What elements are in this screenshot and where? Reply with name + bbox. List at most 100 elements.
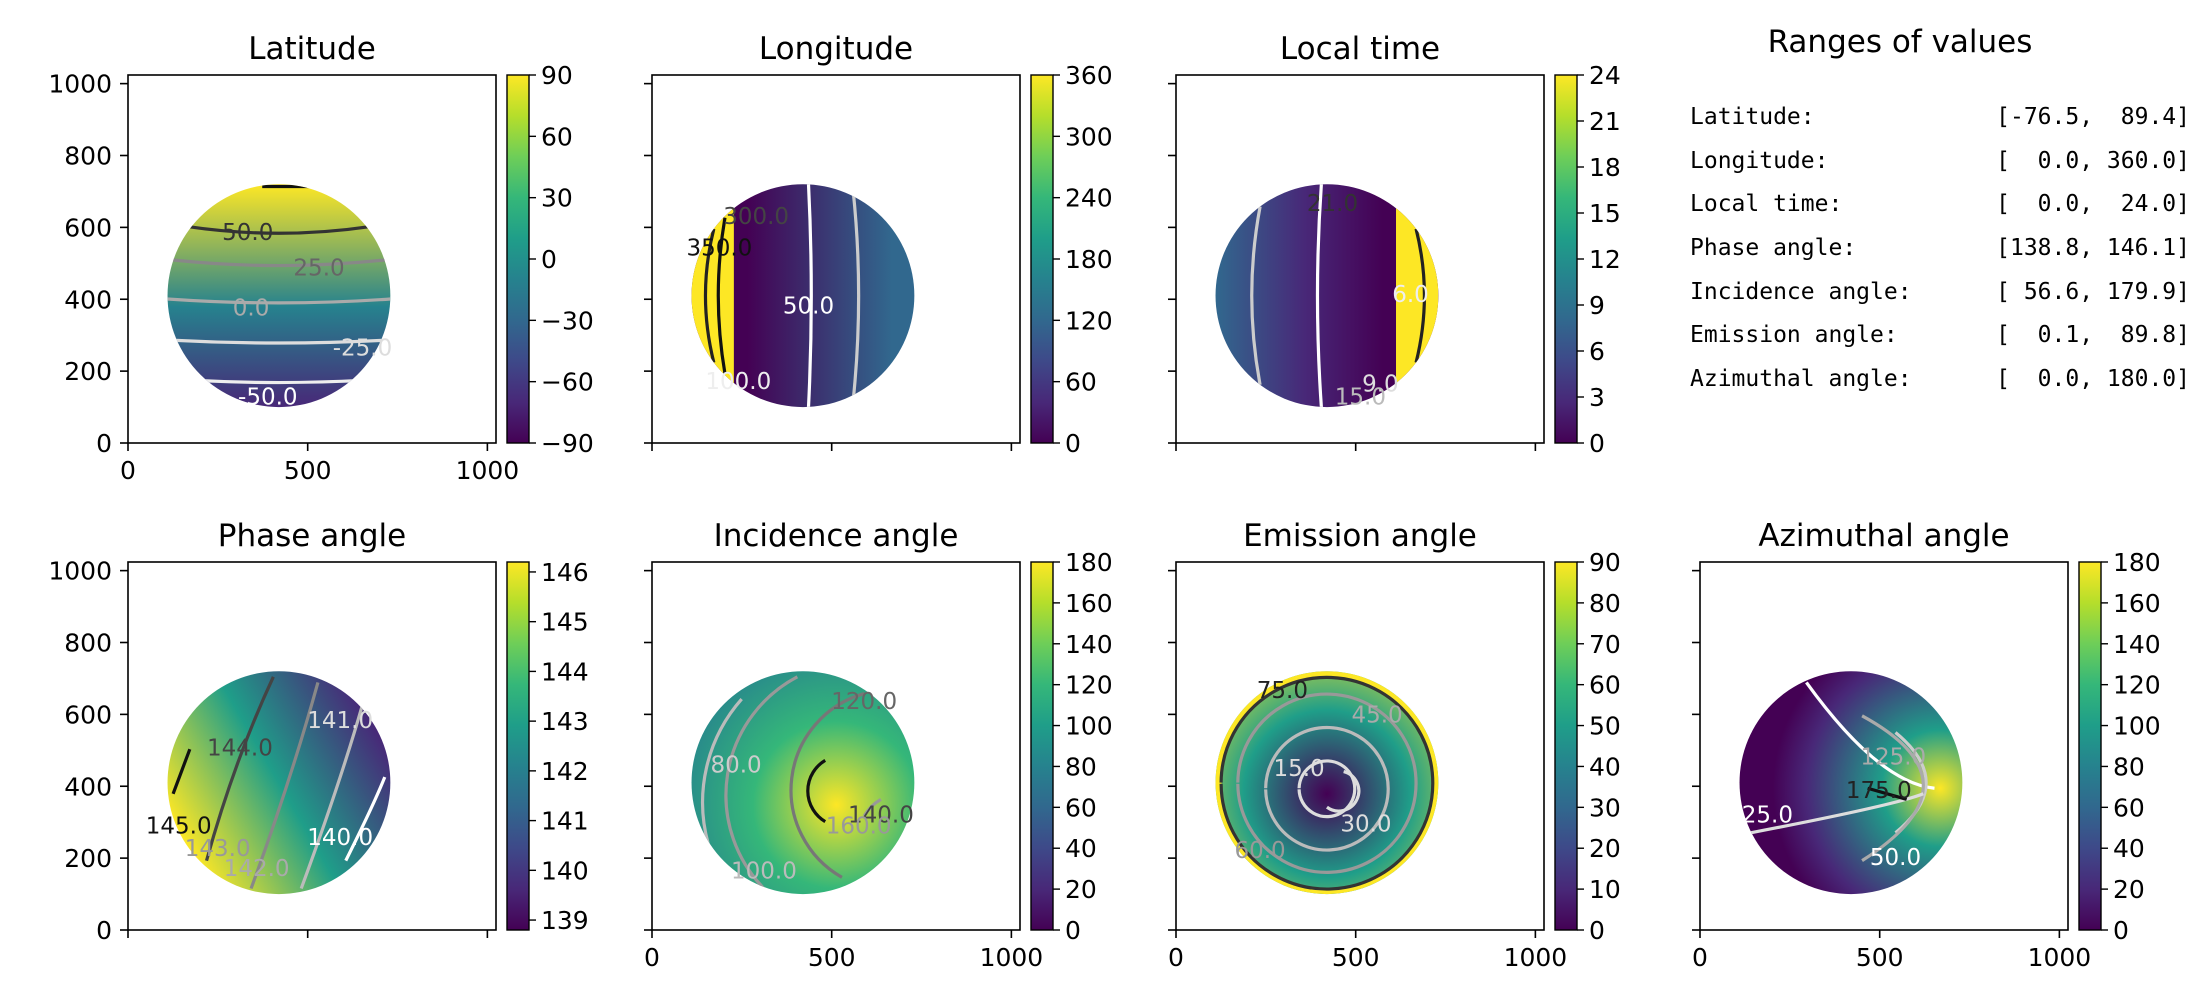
contour-label: 300.0	[723, 204, 789, 230]
contour-label: 143.0	[185, 836, 251, 862]
contour-line	[806, 759, 827, 824]
colorbar-tick-label: 90	[1589, 548, 1621, 577]
planet-disk	[1215, 184, 1439, 408]
colorbar-tick-label: 40	[2113, 834, 2145, 863]
colorbar-tick-label: 20	[2113, 875, 2145, 904]
y-tick-label: 600	[64, 700, 112, 729]
contours	[171, 676, 387, 890]
x-tick-label: 1000	[980, 943, 1044, 972]
contour-line	[299, 704, 365, 890]
range-label: Local time:	[1690, 191, 1843, 218]
contour-label: 141.0	[307, 708, 373, 734]
colorbar-tick-label: −90	[541, 429, 594, 458]
axes-frame	[651, 561, 1021, 931]
colorbar-tick-label: 0	[2113, 916, 2129, 945]
colorbar-tick-label: 60	[1065, 793, 1097, 822]
y-tick-label: 400	[64, 772, 112, 801]
range-label: Incidence angle:	[1690, 278, 1912, 305]
colorbar-tick-label: 60	[2113, 793, 2145, 822]
contour-line	[1325, 769, 1361, 813]
colorbar-tick-label: 24	[1589, 61, 1621, 90]
range-value: [ 56.6, 179.9]	[1996, 278, 2190, 305]
colorbar-tick-label: 140	[541, 856, 589, 885]
contour-label: 50.0	[783, 293, 834, 319]
contour-line	[1250, 206, 1262, 386]
contours	[1215, 671, 1439, 895]
x-tick-label: 0	[1692, 943, 1708, 972]
colorbar-tick-label: 70	[1589, 630, 1621, 659]
x-tick-label: 500	[1332, 943, 1380, 972]
contour-label: 6.0	[1392, 282, 1429, 308]
panel-title: Latitude	[248, 31, 376, 67]
contour-label: -25.0	[333, 336, 393, 362]
contour-line	[195, 378, 363, 385]
axes-frame	[127, 561, 497, 931]
contour-line	[249, 681, 320, 890]
contour-label: 125.0	[1860, 745, 1926, 771]
colorbar-tick-label: 40	[1589, 752, 1621, 781]
contour-label: 100.0	[731, 858, 797, 884]
y-tick-label: 1000	[48, 70, 112, 99]
range-row-latitude: Latitude: [-76.5, 89.4]	[1690, 104, 2190, 148]
contours	[1750, 681, 1935, 862]
contour-line	[703, 228, 716, 363]
colorbar-tick-label: 120	[1065, 306, 1113, 335]
contour-label: 142.0	[224, 856, 290, 882]
panel-title: Emission angle	[1243, 518, 1477, 554]
colorbar-tick-label: 139	[541, 906, 589, 935]
colorbar-tick-label: 20	[1065, 875, 1097, 904]
colorbar-tick-label: 141	[541, 807, 589, 836]
planet-disk	[167, 184, 391, 408]
colorbar-tick-label: 0	[1065, 916, 1081, 945]
contours	[701, 675, 882, 890]
range-value: [ 0.1, 89.8]	[1996, 322, 2190, 349]
contour-line	[173, 338, 385, 345]
contour-label: 145.0	[146, 814, 212, 840]
contour-line	[806, 184, 813, 408]
contour-line	[167, 297, 391, 305]
panel-latitude: Latitude 50.0 25.0 0.0 -25.0 -50.0 0 500 1000 0 20…	[48, 31, 593, 485]
colorbar-tick-label: 90	[541, 61, 573, 90]
colorbar-tick-label: 60	[1589, 671, 1621, 700]
colorbar-tick-label: 180	[1065, 548, 1113, 577]
colorbar-tick-label: 140	[1065, 630, 1113, 659]
axes-frame	[1175, 561, 1545, 931]
colorbar	[1030, 561, 1054, 931]
contour-label: 25.0	[1742, 803, 1793, 829]
colorbar	[1554, 74, 1578, 444]
contour-label: 25.0	[293, 255, 344, 281]
colorbar-tick-label: 143	[541, 707, 589, 736]
colorbar-tick-label: 18	[1589, 153, 1621, 182]
contour-line	[789, 691, 865, 879]
colorbar-tick-label: 10	[1589, 875, 1621, 904]
colorbar-tick-label: 0	[541, 245, 557, 274]
ranges-title: Ranges of values	[1767, 24, 2033, 60]
contours	[167, 184, 391, 385]
panel-longitude: Longitude 350.0 300.0 50.0 100.0 360 300 240 180…	[644, 31, 1113, 458]
colorbar-tick-label: 100	[1065, 712, 1113, 741]
range-value: [-76.5, 89.4]	[1996, 104, 2190, 130]
panel-title: Longitude	[759, 31, 913, 67]
range-value: [138.8, 146.1]	[1996, 235, 2190, 262]
panel-local-time: Local time 21.0 6.0 9.015.0 24 21 18 15 12 9 6 3 0	[1168, 31, 1621, 458]
panel-title: Phase angle	[218, 518, 406, 554]
axes-frame	[1175, 74, 1545, 444]
contour-line	[1236, 692, 1418, 874]
range-value: [ 0.0, 24.0]	[1996, 191, 2190, 218]
contour-line	[1867, 786, 1908, 801]
contour-line	[701, 698, 743, 845]
colorbar-tick-label: 60	[541, 122, 573, 151]
range-row-phase-angle: Phase angle: [138.8, 146.1]	[1690, 235, 2190, 279]
contour-label: 15.0	[1335, 385, 1386, 411]
contour-line	[187, 225, 371, 235]
contour-label: 350.0	[686, 235, 752, 261]
colorbar-tick-label: 30	[541, 184, 573, 213]
y-tick-label: 0	[96, 429, 112, 458]
x-tick-label: 0	[1168, 943, 1184, 972]
colorbar-tick-label: 80	[1065, 752, 1097, 781]
colorbar-tick-label: 15	[1589, 199, 1621, 228]
contour-line	[1264, 725, 1390, 852]
